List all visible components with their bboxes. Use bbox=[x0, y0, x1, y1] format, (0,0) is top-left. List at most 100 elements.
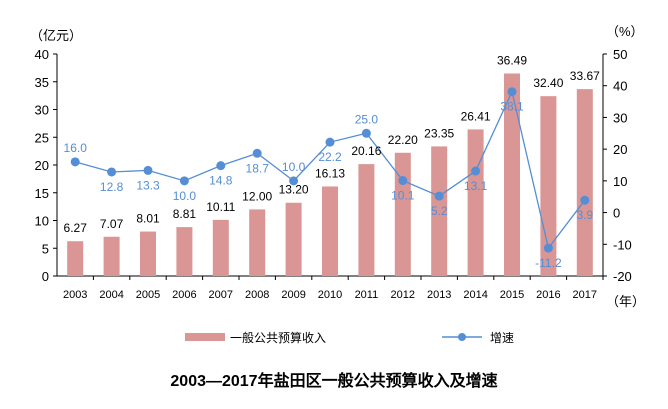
bar bbox=[358, 164, 375, 276]
growth-point bbox=[325, 137, 335, 147]
x-tick-label: 2013 bbox=[427, 289, 451, 301]
left-tick-label: 40 bbox=[35, 47, 49, 62]
growth-label: 3.9 bbox=[576, 208, 593, 222]
growth-label: 10.1 bbox=[391, 189, 415, 203]
x-tick-label: 2015 bbox=[500, 289, 524, 301]
growth-label: 13.3 bbox=[136, 178, 160, 192]
legend-bar-label: 一般公共预算收入 bbox=[230, 330, 326, 345]
right-tick-label: -10 bbox=[613, 237, 632, 252]
growth-point bbox=[179, 176, 189, 186]
growth-label: 10.0 bbox=[282, 160, 306, 174]
x-tick-label: 2006 bbox=[172, 289, 196, 301]
growth-label: 25.0 bbox=[355, 112, 379, 126]
right-tick-label: 40 bbox=[613, 79, 627, 94]
legend-line-label: 增速 bbox=[490, 331, 514, 345]
x-tick-label: 2016 bbox=[536, 289, 560, 301]
growth-point bbox=[471, 166, 481, 176]
left-tick-label: 25 bbox=[35, 130, 49, 145]
bar bbox=[103, 236, 120, 276]
bar-label: 6.27 bbox=[64, 221, 88, 235]
growth-point bbox=[361, 128, 371, 138]
right-tick-label: 10 bbox=[613, 174, 627, 189]
bar-label: 32.40 bbox=[533, 76, 563, 90]
bar-label: 8.81 bbox=[173, 207, 197, 221]
left-tick-label: 35 bbox=[35, 75, 49, 90]
right-tick-label: 20 bbox=[613, 142, 627, 157]
growth-label: 14.8 bbox=[209, 174, 233, 188]
bar bbox=[394, 152, 411, 276]
growth-point bbox=[289, 176, 299, 186]
left-unit-label: （亿元） bbox=[30, 28, 82, 43]
bar-label: 33.67 bbox=[570, 69, 600, 83]
bar-label: 26.41 bbox=[461, 109, 491, 123]
left-tick-label: 30 bbox=[35, 103, 49, 118]
x-tick-label: 2011 bbox=[355, 289, 379, 301]
growth-point bbox=[543, 243, 553, 253]
bar-label: 22.20 bbox=[388, 133, 418, 147]
left-tick-label: 15 bbox=[35, 186, 49, 201]
left-tick-label: 5 bbox=[42, 241, 49, 256]
right-tick-label: -20 bbox=[613, 269, 632, 284]
bar bbox=[431, 146, 448, 276]
bar-label: 7.07 bbox=[100, 217, 124, 231]
legend-bar-swatch bbox=[185, 333, 225, 341]
growth-point bbox=[70, 157, 80, 167]
growth-label: 5.2 bbox=[431, 204, 448, 218]
growth-point bbox=[143, 165, 153, 175]
growth-point bbox=[398, 176, 408, 186]
growth-label: 10.0 bbox=[173, 189, 197, 203]
growth-point bbox=[216, 161, 226, 171]
bar bbox=[212, 219, 229, 276]
bar-label: 23.35 bbox=[424, 126, 454, 140]
x-unit-label: （年） bbox=[606, 294, 645, 309]
growth-label: 18.7 bbox=[246, 161, 270, 175]
bar bbox=[576, 89, 593, 276]
legend-line-marker bbox=[458, 333, 466, 341]
bar-label: 12.00 bbox=[242, 189, 272, 203]
bar-label: 20.16 bbox=[351, 144, 381, 158]
bar bbox=[467, 129, 484, 276]
growth-label: 16.0 bbox=[64, 141, 88, 155]
x-tick-label: 2004 bbox=[99, 289, 123, 301]
right-tick-label: 30 bbox=[613, 110, 627, 125]
left-tick-label: 10 bbox=[35, 214, 49, 229]
right-tick-label: 50 bbox=[613, 47, 627, 62]
growth-label: -11.2 bbox=[535, 256, 562, 270]
growth-label: 13.1 bbox=[464, 179, 488, 193]
bar bbox=[504, 73, 520, 276]
growth-point bbox=[507, 87, 517, 97]
x-tick-label: 2014 bbox=[463, 289, 487, 301]
bar-label: 16.13 bbox=[315, 166, 345, 180]
x-tick-label: 2017 bbox=[573, 289, 597, 301]
growth-label: 12.8 bbox=[100, 180, 124, 194]
x-tick-label: 2012 bbox=[391, 289, 415, 301]
growth-point bbox=[580, 195, 590, 205]
bar bbox=[249, 209, 266, 276]
right-unit-label: （%） bbox=[606, 24, 644, 39]
x-tick-label: 2005 bbox=[136, 289, 160, 301]
left-tick-label: 0 bbox=[42, 269, 49, 284]
bar-label: 36.49 bbox=[497, 53, 527, 67]
bar bbox=[176, 227, 193, 276]
growth-point bbox=[107, 167, 117, 177]
growth-point bbox=[252, 148, 262, 158]
right-tick-label: 0 bbox=[613, 206, 620, 221]
left-tick-label: 20 bbox=[35, 158, 49, 173]
x-tick-label: 2007 bbox=[209, 289, 233, 301]
bar-label: 10.11 bbox=[206, 200, 235, 214]
x-tick-label: 2003 bbox=[63, 289, 87, 301]
bar-label: 8.01 bbox=[136, 212, 160, 226]
x-tick-label: 2009 bbox=[281, 289, 305, 301]
growth-point bbox=[434, 191, 444, 201]
bar-label: 13.20 bbox=[279, 183, 309, 197]
growth-label: 22.2 bbox=[318, 150, 342, 164]
bar bbox=[322, 186, 338, 276]
x-tick-label: 2008 bbox=[245, 289, 269, 301]
growth-label: 38.1 bbox=[500, 100, 524, 114]
chart-title: 2003—2017年盐田区一般公共预算收入及增速 bbox=[170, 371, 497, 390]
x-tick-label: 2010 bbox=[318, 289, 342, 301]
bar bbox=[285, 202, 302, 276]
bar bbox=[67, 241, 84, 276]
bar bbox=[140, 231, 156, 276]
